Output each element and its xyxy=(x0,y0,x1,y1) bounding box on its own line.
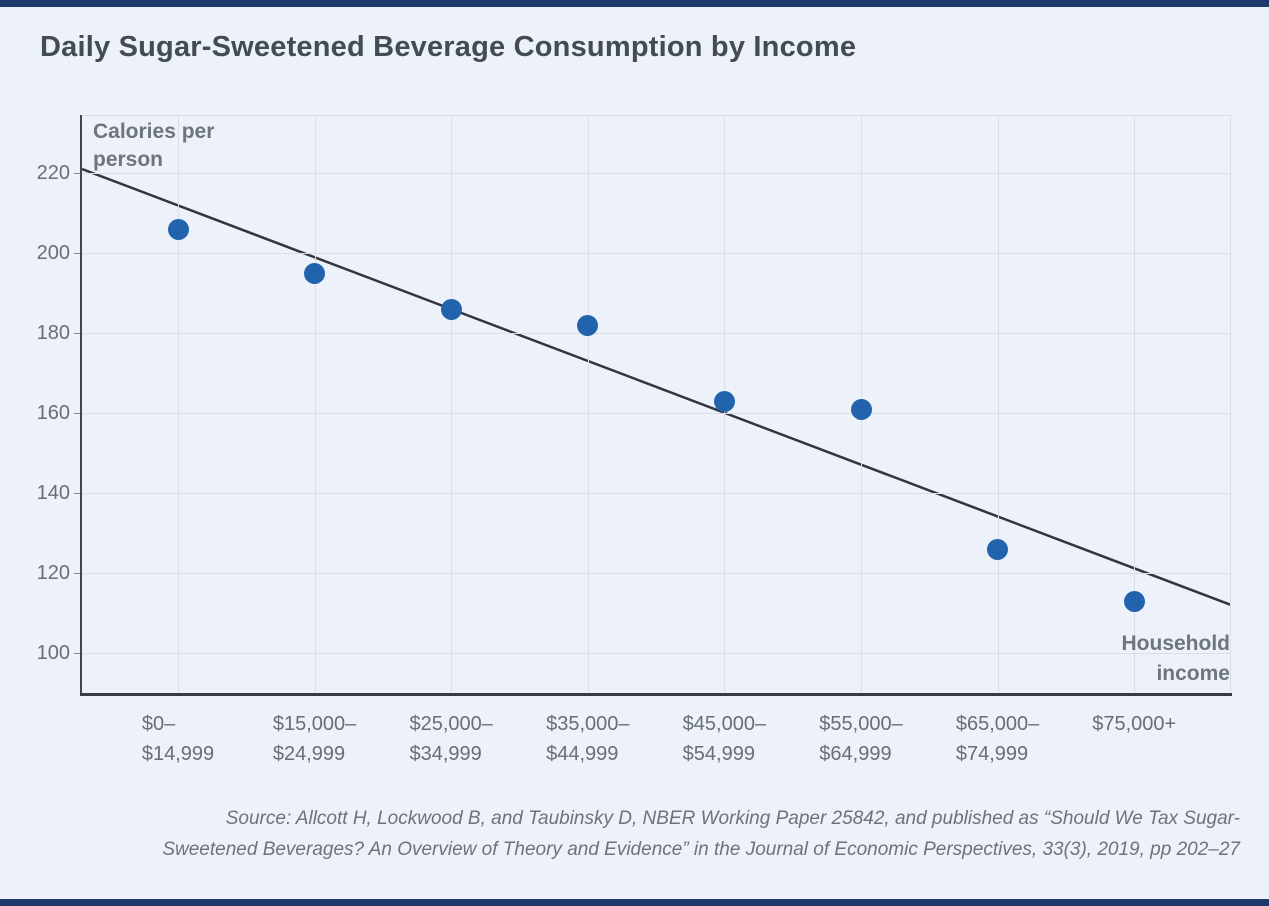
plot-area xyxy=(82,115,1231,693)
x-axis-category-label: $0– $14,999 xyxy=(141,713,215,765)
data-point xyxy=(304,262,326,284)
y-axis-tick-mark xyxy=(74,413,80,414)
data-point xyxy=(1123,590,1145,612)
y-axis-line xyxy=(80,115,82,696)
x-axis-category-label: $45,000– $54,999 xyxy=(682,713,767,765)
y-axis-tick-mark xyxy=(74,653,80,654)
x-axis-category-label: $65,000– $74,999 xyxy=(955,713,1040,765)
x-axis-category-label: $75,000+ xyxy=(1092,713,1177,735)
y-axis-tick-label: 120 xyxy=(36,562,70,584)
data-point xyxy=(440,298,462,320)
data-point xyxy=(713,390,735,412)
gridline-vertical xyxy=(178,115,179,693)
gridline-horizontal xyxy=(82,573,1231,574)
y-axis-tick-label: 140 xyxy=(36,482,70,504)
x-axis-category-label: $15,000– $24,999 xyxy=(272,713,357,765)
source-line-2: Sweetened Beverages? An Overview of Theo… xyxy=(162,839,1240,860)
top-accent-bar xyxy=(0,0,1269,7)
y-axis-tick-mark xyxy=(74,493,80,494)
y-axis-tick-label: 160 xyxy=(36,402,70,424)
gridline-vertical xyxy=(1134,115,1136,693)
y-axis-tick-mark xyxy=(74,173,80,174)
x-axis-line xyxy=(80,693,1232,696)
y-axis-tick-mark xyxy=(74,573,80,574)
x-axis-title: Household income xyxy=(1121,632,1231,685)
y-axis-tick-label: 100 xyxy=(36,642,70,664)
data-point xyxy=(167,218,189,240)
trend-line-layer xyxy=(82,167,1231,607)
gridline-vertical xyxy=(1230,115,1231,693)
chart-title: Daily Sugar-Sweetened Beverage Consumpti… xyxy=(40,31,857,63)
gridline-vertical xyxy=(451,115,453,693)
y-axis-tick-label: 220 xyxy=(36,162,70,184)
x-axis-category-label: $25,000– $34,999 xyxy=(409,713,493,765)
y-axis-tick-label: 200 xyxy=(36,242,70,264)
y-axis-tick-label: 180 xyxy=(36,322,70,344)
gridline-horizontal xyxy=(82,253,1231,254)
x-axis-category-labels: $0– $14,999 $15,000– $24,999 $25,000– $34,… xyxy=(0,709,1269,779)
y-axis-tick-mark xyxy=(74,333,80,334)
gridline-horizontal xyxy=(82,333,1231,334)
data-point xyxy=(987,538,1009,560)
gridline-vertical xyxy=(587,115,589,693)
x-axis-category-label: $35,000– $44,999 xyxy=(546,713,630,765)
gridline-horizontal xyxy=(82,115,1231,116)
source-citation: Source: Allcott H, Lockwood B, and Taubi… xyxy=(15,803,1240,865)
gridline-horizontal xyxy=(82,493,1231,494)
y-axis-title: Calories per person xyxy=(93,120,215,171)
gridline-horizontal xyxy=(82,413,1231,414)
data-point xyxy=(577,314,599,336)
y-axis-tick-mark xyxy=(74,253,80,254)
source-line-1: Source: Allcott H, Lockwood B, and Taubi… xyxy=(225,808,1240,829)
gridline-horizontal xyxy=(82,173,1231,174)
gridline-horizontal xyxy=(82,653,1231,654)
trend-line xyxy=(82,167,1231,607)
gridline-vertical xyxy=(997,115,999,693)
bottom-accent-bar xyxy=(0,899,1269,906)
x-axis-category-label: $55,000– $64,999 xyxy=(819,713,903,765)
gridline-vertical xyxy=(314,115,316,693)
data-point xyxy=(850,398,872,420)
